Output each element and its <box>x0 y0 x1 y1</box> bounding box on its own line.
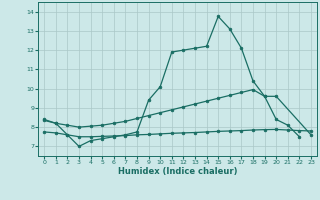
X-axis label: Humidex (Indice chaleur): Humidex (Indice chaleur) <box>118 167 237 176</box>
